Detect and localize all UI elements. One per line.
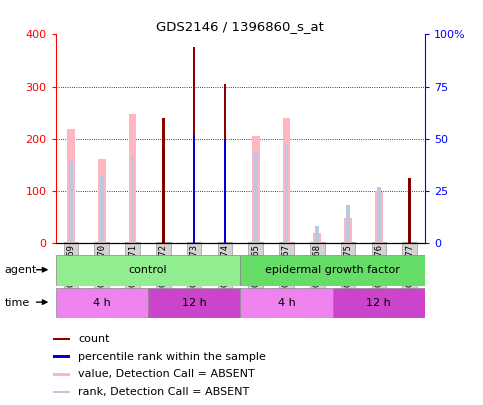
Text: control: control: [128, 265, 167, 275]
Bar: [224, 84, 226, 243]
Text: agent: agent: [5, 265, 37, 275]
Bar: [284, 144, 288, 243]
Bar: [67, 129, 75, 243]
Bar: [377, 187, 381, 243]
Bar: [283, 118, 290, 243]
Text: time: time: [5, 298, 30, 307]
Bar: [254, 152, 257, 243]
Text: 12 h: 12 h: [182, 298, 206, 308]
Bar: [315, 226, 319, 243]
Bar: [148, 288, 241, 318]
Bar: [131, 156, 134, 243]
Bar: [409, 179, 410, 243]
Bar: [53, 338, 70, 340]
Bar: [346, 205, 350, 243]
Bar: [194, 135, 195, 243]
Text: rank, Detection Call = ABSENT: rank, Detection Call = ABSENT: [78, 387, 249, 397]
Bar: [53, 356, 70, 358]
Bar: [241, 288, 333, 318]
Bar: [53, 373, 70, 375]
Bar: [344, 218, 352, 243]
Text: value, Detection Call = ABSENT: value, Detection Call = ABSENT: [78, 369, 255, 379]
Bar: [333, 288, 425, 318]
Bar: [53, 391, 70, 393]
Bar: [409, 178, 411, 243]
Bar: [224, 139, 226, 243]
Bar: [162, 118, 165, 243]
Bar: [375, 192, 383, 243]
Bar: [252, 136, 259, 243]
Text: 4 h: 4 h: [278, 298, 295, 308]
Bar: [56, 288, 148, 318]
Text: percentile rank within the sample: percentile rank within the sample: [78, 352, 266, 362]
Bar: [193, 47, 195, 243]
Bar: [241, 255, 425, 286]
Bar: [163, 149, 164, 243]
Text: count: count: [78, 334, 110, 344]
Bar: [128, 114, 136, 243]
Text: 12 h: 12 h: [367, 298, 391, 308]
Bar: [98, 158, 106, 243]
Text: epidermal growth factor: epidermal growth factor: [265, 265, 400, 275]
Title: GDS2146 / 1396860_s_at: GDS2146 / 1396860_s_at: [156, 20, 324, 33]
Bar: [56, 255, 241, 286]
Bar: [100, 176, 103, 243]
Bar: [69, 161, 73, 243]
Text: 4 h: 4 h: [93, 298, 111, 308]
Bar: [313, 232, 321, 243]
